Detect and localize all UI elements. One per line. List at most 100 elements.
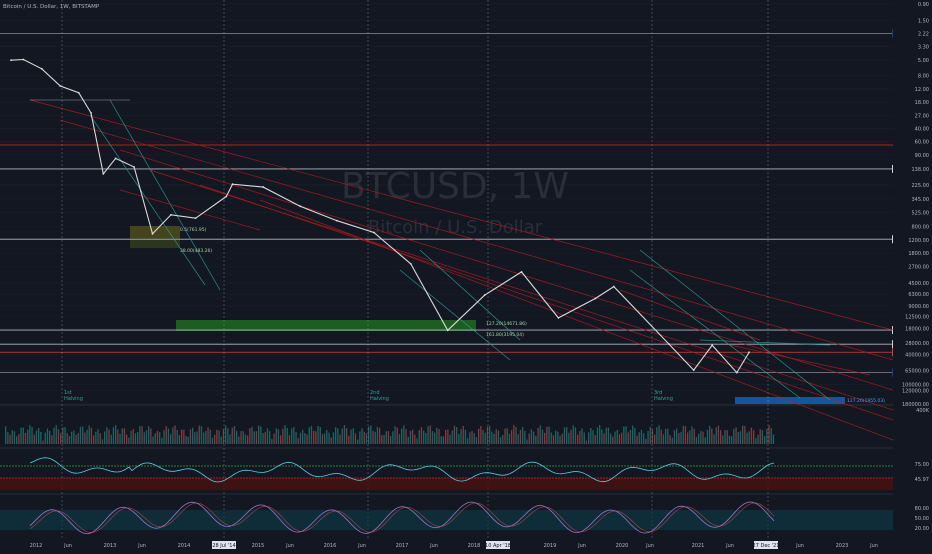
volume-bar xyxy=(280,435,282,444)
price-point xyxy=(225,195,228,198)
volume-bar xyxy=(189,429,192,444)
volume-bar xyxy=(447,429,449,444)
volume-bar xyxy=(16,436,18,444)
volume-bar xyxy=(350,429,352,444)
volume-bar xyxy=(293,427,295,444)
price-point xyxy=(231,183,234,186)
volume-bar xyxy=(460,428,462,444)
x-tick-label: Jun xyxy=(285,543,294,549)
volume-bar xyxy=(722,435,724,444)
volume-bar xyxy=(427,426,429,444)
volume-bar xyxy=(726,430,728,444)
halving-label-line2: Halving xyxy=(370,396,389,402)
volume-bar xyxy=(445,429,447,444)
volume-bar xyxy=(568,432,570,444)
volume-bar xyxy=(9,434,11,444)
volume-bar xyxy=(119,433,121,444)
volume-bar xyxy=(418,430,420,444)
volume-bar xyxy=(101,439,104,444)
x-tick-label: 2018 xyxy=(468,543,481,549)
channel-line-red xyxy=(119,149,894,391)
volume-bar xyxy=(128,437,130,444)
volume-bar xyxy=(139,426,141,444)
price-axis[interactable]: 0.90 1.50 2.22 3.30 5.00 8.00 12.00 18.00 27.00 4… xyxy=(893,0,932,550)
price-point xyxy=(90,112,92,114)
volume-bar xyxy=(330,437,332,444)
volume-bar xyxy=(669,434,671,444)
volume-bar xyxy=(185,435,187,444)
volume-bar xyxy=(145,430,148,444)
y-tick-label: 40000.00 xyxy=(905,353,929,359)
volume-bar xyxy=(484,432,486,444)
x-tick-label: 2019 xyxy=(544,543,557,549)
volume-bar xyxy=(744,426,746,444)
volume-bar xyxy=(18,434,20,444)
price-point xyxy=(10,59,12,62)
x-tick-label: 2017 xyxy=(396,543,409,549)
price-series xyxy=(10,58,750,374)
volume-bar xyxy=(711,428,713,444)
volume-bar xyxy=(205,430,207,444)
watermark-name: Bitcoin / U.S. Dollar xyxy=(368,217,543,238)
volume-bar xyxy=(458,433,460,444)
volume-bar xyxy=(216,429,218,444)
volume-bar xyxy=(306,434,308,444)
volume-bar xyxy=(214,434,216,444)
axis-background xyxy=(893,0,932,550)
volume-bar xyxy=(607,427,610,444)
y-tick-label: 2.22 xyxy=(918,32,929,38)
volume-bar xyxy=(40,431,42,444)
volume-bar xyxy=(405,428,407,444)
volume-bar xyxy=(130,430,132,444)
volume-bar xyxy=(689,430,691,444)
price-point xyxy=(520,271,523,273)
volume-bar xyxy=(709,425,711,444)
volume-bar xyxy=(123,428,126,444)
volume-bar xyxy=(304,433,306,444)
volume-bar xyxy=(737,431,739,444)
volume-bar xyxy=(513,425,515,444)
x-tick-label: 2021 xyxy=(692,543,705,549)
volume-bar xyxy=(227,428,229,444)
volume-bar xyxy=(489,425,491,444)
volume-bar xyxy=(423,430,425,444)
volume-bar xyxy=(588,432,590,444)
volume-bar xyxy=(207,427,209,444)
volume-bar xyxy=(605,427,607,444)
time-axis[interactable]: 2012 Jun 2013 Jun 2014 28 Jul '14 2015 Jun 2016 J… xyxy=(0,540,932,550)
volume-bar xyxy=(574,427,577,444)
volume-bar xyxy=(651,429,654,444)
price-point xyxy=(409,262,412,265)
volume-bar xyxy=(733,428,735,444)
volume-bar xyxy=(238,436,240,444)
volume-bar xyxy=(387,430,390,444)
volume-bar xyxy=(720,430,722,444)
volume-bar xyxy=(486,426,489,444)
volume-bar xyxy=(409,430,412,444)
volume-bar xyxy=(183,429,185,444)
stoch-level-label: 50.00 xyxy=(915,516,929,522)
volume-bar xyxy=(475,436,478,444)
channel-line-red xyxy=(29,99,894,331)
volume-bar xyxy=(31,427,33,444)
volume-bar xyxy=(269,431,271,444)
channel-line-red xyxy=(59,119,894,361)
price-point xyxy=(336,219,338,222)
volume-bar xyxy=(625,426,627,444)
y-tick-label: 65000.00 xyxy=(905,369,929,375)
volume-bar xyxy=(315,431,317,444)
volume-bar xyxy=(436,427,438,444)
volume-bar xyxy=(502,434,504,444)
price-point xyxy=(612,285,615,288)
volume-bar xyxy=(416,438,418,444)
volume-bar xyxy=(627,432,629,444)
volume-bar xyxy=(5,426,7,444)
x-tick-highlight xyxy=(754,541,778,549)
channel-line-teal xyxy=(89,114,206,286)
volume-bar xyxy=(629,429,632,444)
volume-bar xyxy=(533,431,535,444)
volume-axis-label: 400K xyxy=(916,408,930,414)
volume-bar xyxy=(229,434,231,444)
